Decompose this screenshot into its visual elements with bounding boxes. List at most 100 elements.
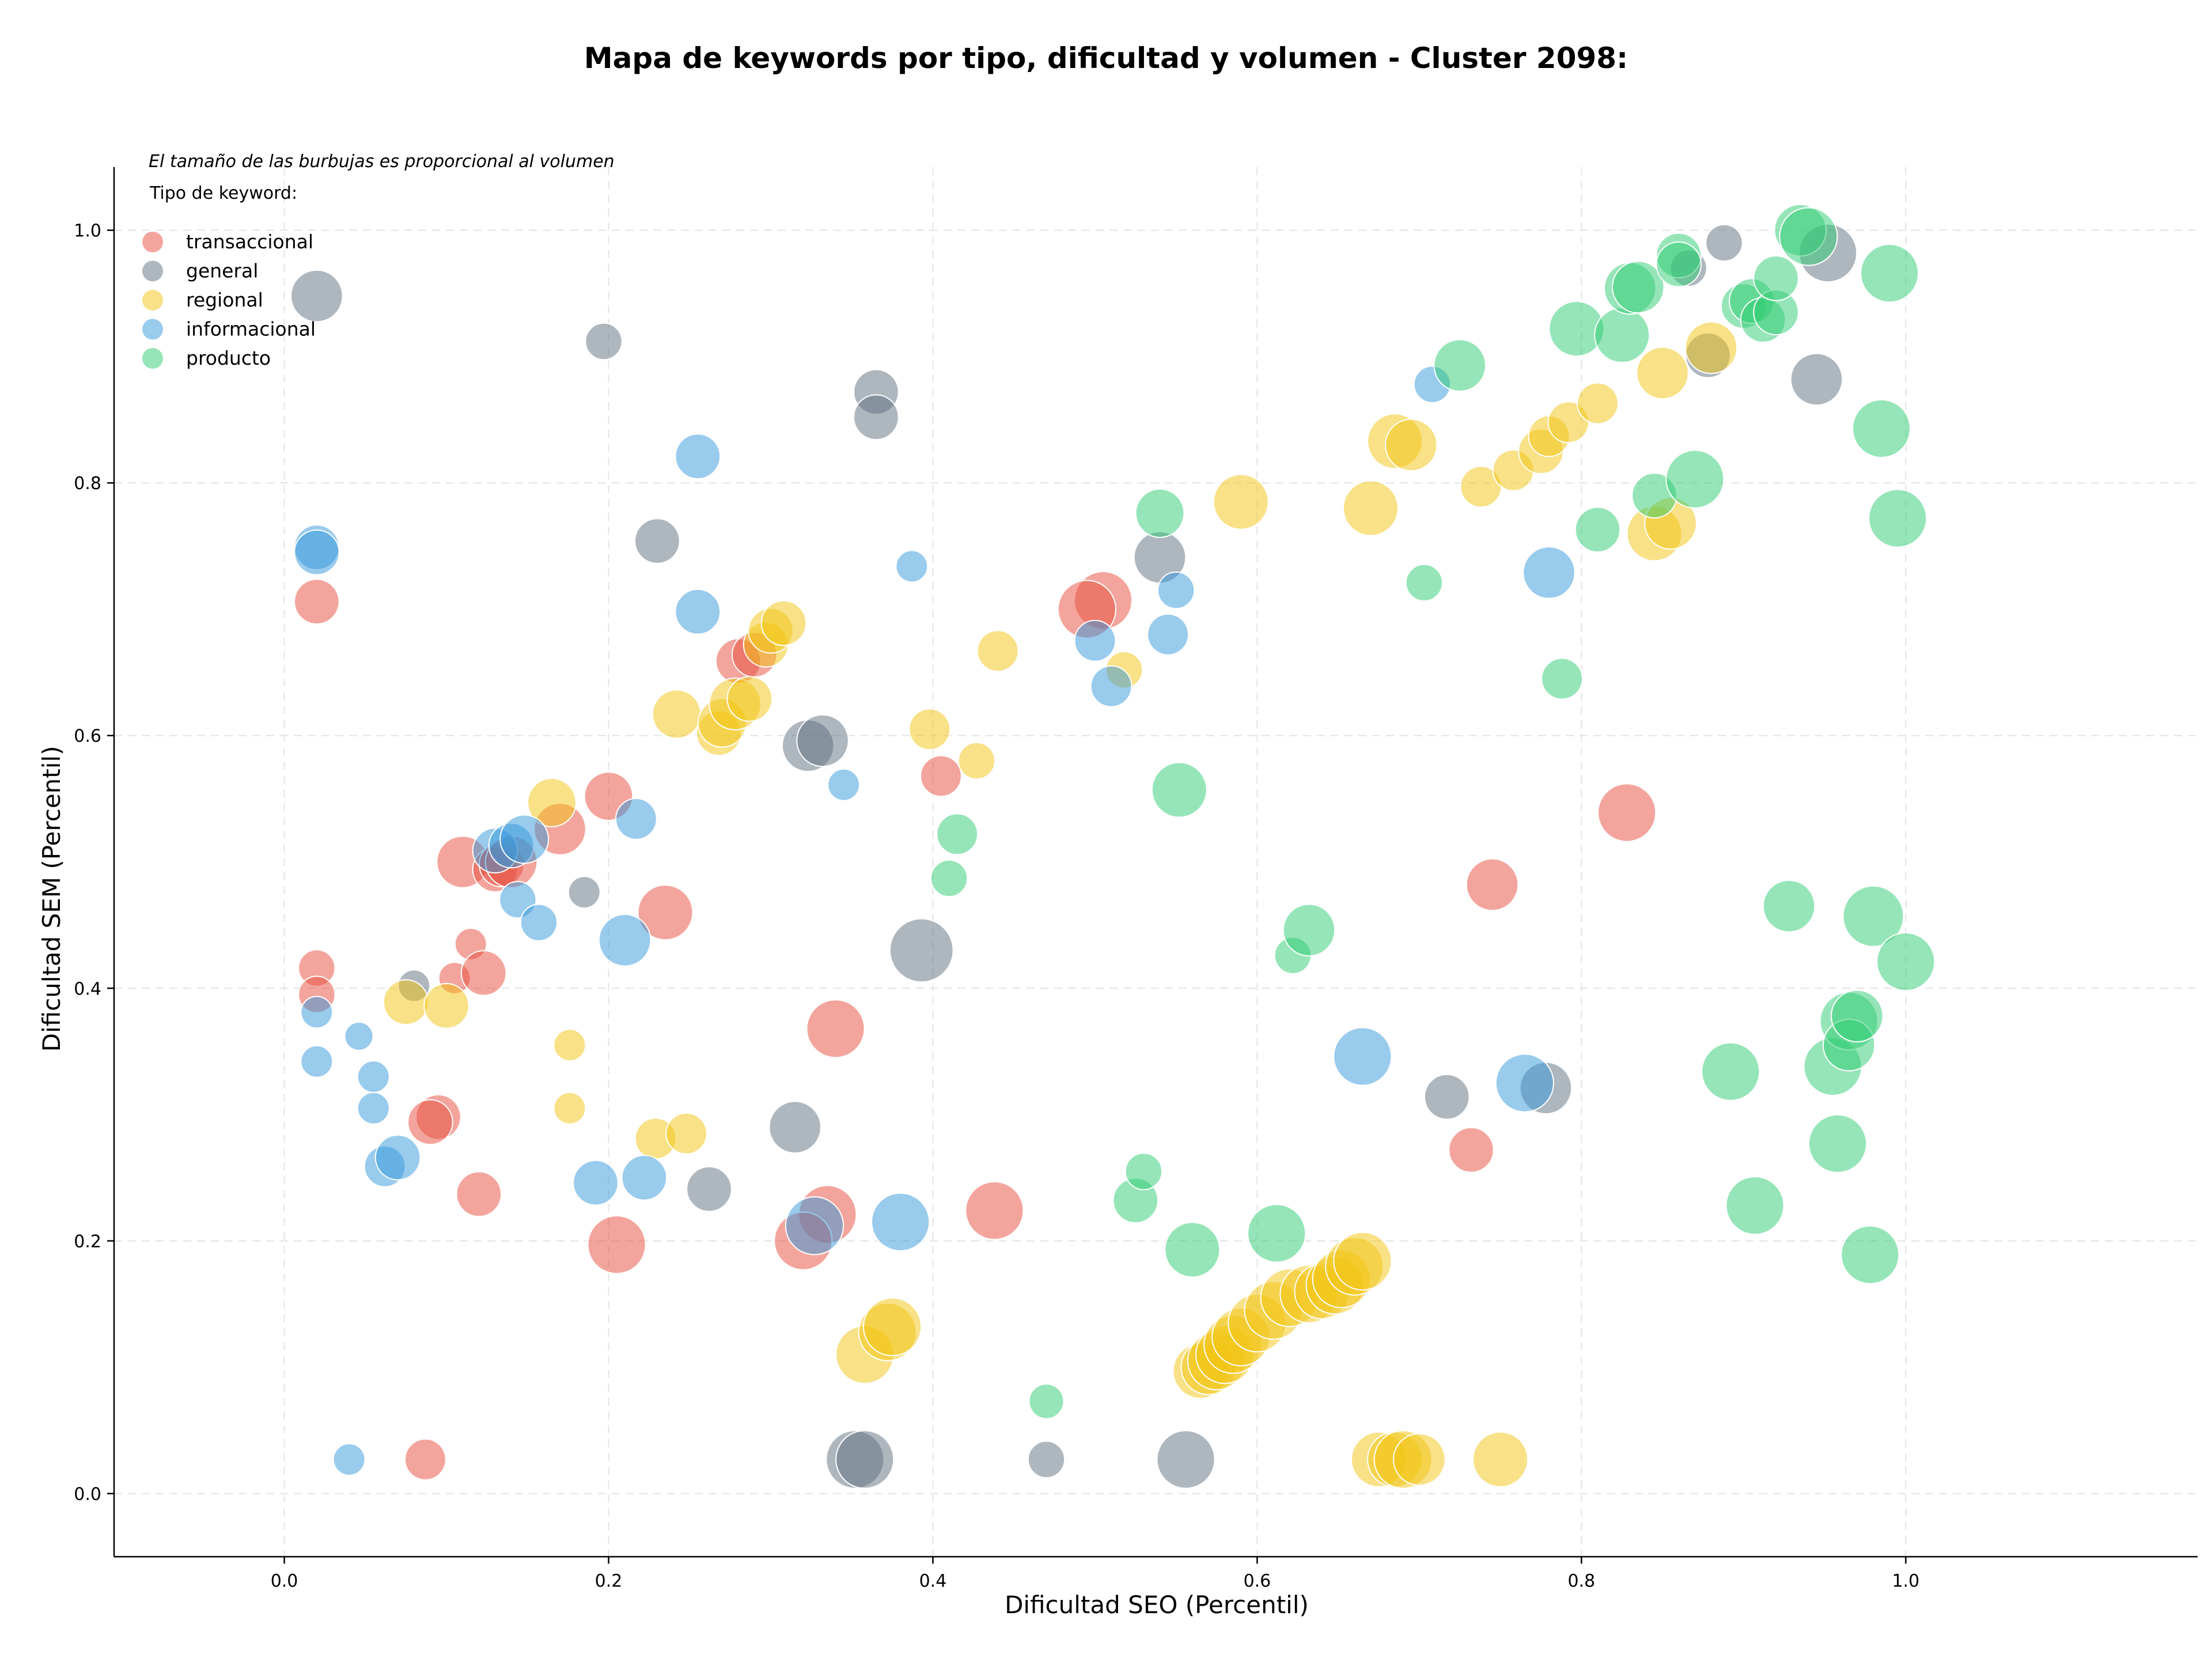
bubble-informacional: [827, 768, 861, 801]
bubble-layer: [290, 203, 1936, 1489]
series-producto: [930, 203, 1936, 1420]
x-tick-label: 0.6: [1244, 1571, 1271, 1591]
bubble-transaccional: [1448, 1127, 1494, 1173]
bubble-producto: [1876, 932, 1936, 992]
bubble-regional: [1385, 418, 1438, 472]
bubble-producto: [1831, 989, 1884, 1043]
x-tick-label: 0.0: [271, 1571, 298, 1591]
bubble-regional: [1333, 1231, 1392, 1291]
bubble-general: [634, 518, 680, 564]
bubble-general: [853, 394, 899, 440]
bubble-informacional: [357, 1092, 390, 1125]
bubble-general: [768, 1100, 822, 1154]
bubble-informacional: [1495, 1053, 1554, 1113]
x-tick-label: 1.0: [1892, 1571, 1919, 1591]
bubble-general: [290, 269, 343, 323]
bubble-informacional: [1074, 619, 1116, 662]
bubble-informacional: [615, 798, 657, 840]
bubble-producto: [1574, 506, 1621, 553]
bubble-informacional: [871, 1192, 930, 1252]
bubble-regional: [908, 708, 951, 751]
bubble-size-note: El tamaño de las burbujas es proporciona…: [149, 152, 615, 172]
chart-title: Mapa de keywords por tipo, dificultad y …: [584, 41, 1628, 75]
bubble-general: [889, 918, 954, 983]
bubble-transaccional: [460, 950, 507, 996]
bubble-producto: [1753, 255, 1799, 301]
bubble-producto: [1151, 762, 1207, 818]
y-tick-label: 0.8: [74, 474, 101, 494]
bubble-producto: [1860, 244, 1919, 303]
bubble-regional: [1342, 480, 1399, 536]
bubble-informacional: [499, 814, 550, 864]
legend-label-producto: producto: [186, 347, 271, 369]
bubble-informacional: [294, 529, 340, 576]
bubble-regional: [665, 1113, 708, 1155]
bubble-general: [1027, 1440, 1066, 1478]
bubble-informacional: [374, 1134, 421, 1181]
legend-marker-informacional: [142, 319, 163, 340]
bubble-producto: [1762, 879, 1816, 933]
bubble-general: [1156, 1430, 1215, 1489]
bubble-regional: [553, 1028, 586, 1062]
bubble-transaccional: [965, 1181, 1024, 1240]
axes: 0.0 0.2 0.4 0.6 0.8 1.0 0.0 0.2 0.4 0.6 0.8 1.0: [74, 167, 2198, 1591]
bubble-transaccional: [456, 1171, 502, 1217]
bubble-producto: [1135, 488, 1185, 538]
legend-marker-general: [142, 260, 163, 282]
bubble-regional: [760, 600, 807, 646]
bubble-regional: [382, 979, 429, 1026]
bubble-producto: [1433, 339, 1487, 392]
y-axis-label: Dificultad SEM (Percentil): [37, 746, 66, 1052]
y-tick-label: 0.4: [74, 979, 101, 999]
legend-marker-transaccional: [142, 232, 163, 252]
bubble-producto: [1852, 399, 1911, 458]
series-transaccional: [294, 571, 1657, 1481]
series-informacional: [294, 365, 1575, 1476]
legend-entries: transaccional general regional informaciona…: [142, 230, 316, 369]
bubble-informacional: [300, 996, 334, 1029]
bubble-producto: [1164, 1221, 1221, 1278]
bubble-general: [1705, 224, 1743, 262]
bubble-producto: [1868, 489, 1927, 548]
bubble-informacional: [1522, 546, 1575, 599]
y-tick-label: 1.0: [74, 221, 101, 241]
bubble-general: [567, 876, 601, 909]
legend-label-regional: regional: [186, 289, 263, 311]
legend-label-informacional: informacional: [186, 318, 316, 340]
grid-lines: [114, 167, 2198, 1557]
bubble-regional: [423, 983, 469, 1029]
bubble-regional: [726, 676, 773, 722]
bubble-informacional: [1157, 571, 1195, 610]
bubble-producto: [1725, 1176, 1785, 1235]
x-tick-label: 0.4: [919, 1571, 947, 1591]
bubble-transaccional: [920, 755, 962, 797]
x-tick-label: 0.8: [1568, 1571, 1596, 1591]
bubble-transaccional: [637, 884, 694, 941]
bubble-informacional: [300, 1045, 334, 1078]
bubble-regional: [976, 630, 1019, 672]
legend-label-general: general: [186, 260, 258, 282]
bubble-regional: [652, 689, 702, 739]
bubble-informacional: [1147, 613, 1190, 656]
x-tick-label: 0.2: [595, 1571, 623, 1591]
bubble-regional: [1684, 321, 1738, 374]
bubble-informacional: [675, 589, 721, 635]
bubble-producto: [1594, 307, 1650, 364]
bubble-producto: [1808, 1114, 1868, 1174]
bubble-general: [1790, 353, 1843, 406]
bubble-producto: [930, 859, 968, 898]
x-axis-label: Dificultad SEO (Percentil): [1005, 1591, 1309, 1619]
bubble-informacional: [785, 1196, 844, 1255]
legend-title: Tipo de keyword:: [149, 183, 297, 203]
bubble-regional: [1213, 474, 1269, 530]
bubble-general: [835, 1430, 895, 1489]
bubble-transaccional: [407, 1099, 453, 1145]
legend-label-transaccional: transaccional: [186, 230, 313, 253]
bubble-informacional: [1090, 665, 1132, 707]
bubble-producto: [1124, 1152, 1163, 1190]
bubble-transaccional: [1597, 783, 1657, 842]
legend-marker-producto: [142, 348, 163, 369]
bubble-informacional: [332, 1443, 366, 1476]
y-tick-label: 0.0: [74, 1484, 101, 1504]
